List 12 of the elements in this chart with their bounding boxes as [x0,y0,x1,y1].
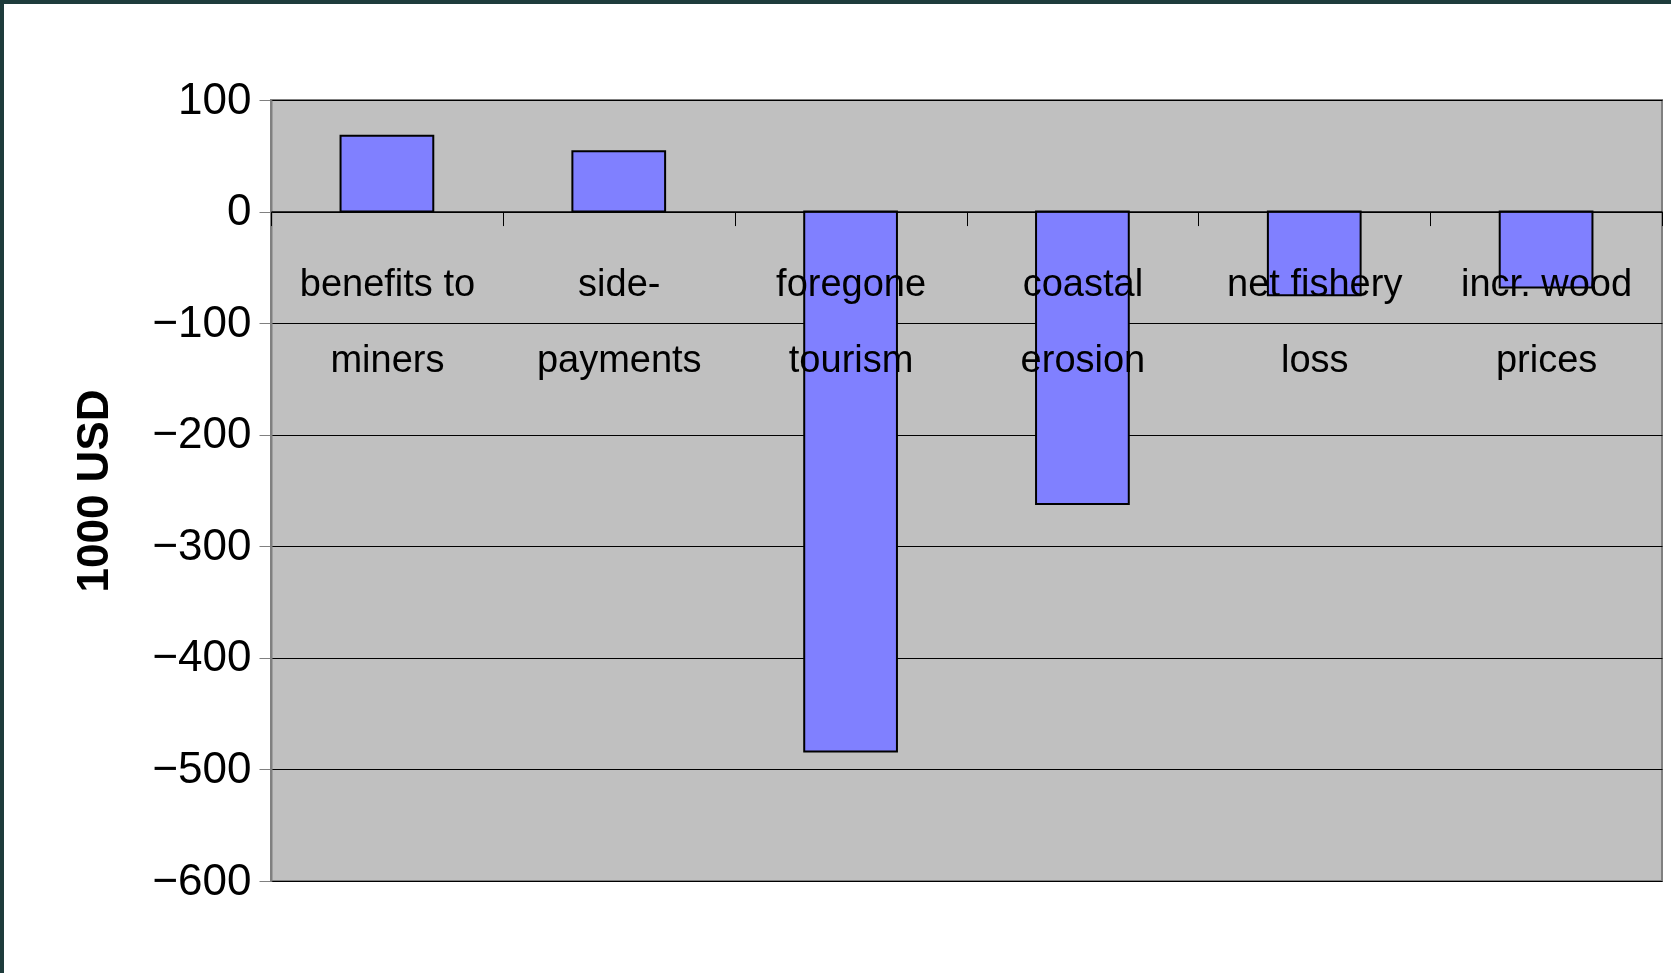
y-tick-label: 100 [178,73,252,123]
y-tick-label: −500 [152,742,252,792]
y-tick-label: 0 [227,185,252,235]
y-tick-label: −400 [152,631,252,681]
x-tick-label: benefits to miners [299,262,476,381]
y-tick-label: −100 [152,296,252,346]
y-tick-label: −600 [152,854,252,904]
y-tick-label: −300 [152,519,252,569]
x-tick-label: incr. wood prices [1461,262,1633,381]
y-tick-label: −200 [152,408,252,458]
x-tick-label: side-payments [536,262,702,381]
y-axis-title: 1000 USD [68,389,118,593]
